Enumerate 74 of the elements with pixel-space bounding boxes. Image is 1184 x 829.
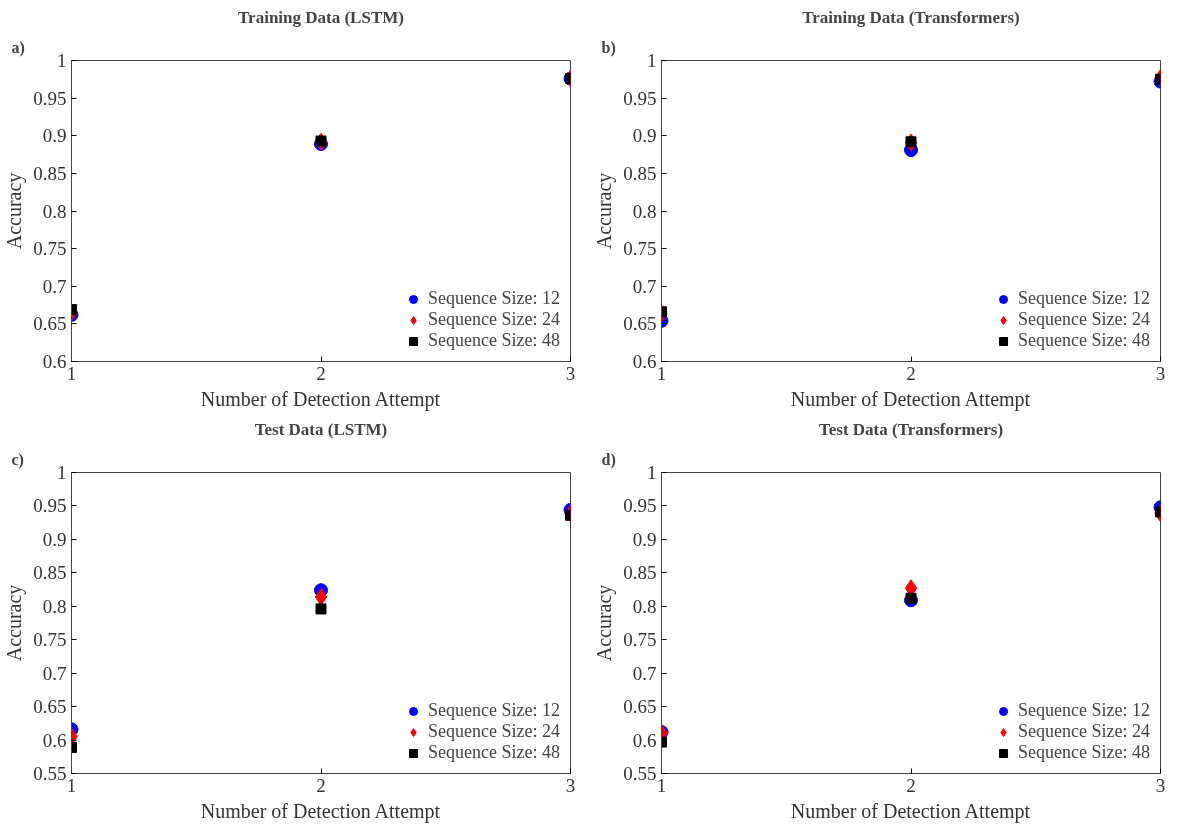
legend-label: Sequence Size: 12 [1018,288,1150,309]
y-tick-label: 0.75 [33,629,67,651]
y-tick-label: 0.7 [632,662,657,684]
y-tick-label: 0.95 [623,495,657,517]
y-tick-label: 0.8 [632,595,657,617]
y-axis-title: Accuracy [593,172,617,250]
legend-label: Sequence Size: 12 [1018,700,1150,721]
y-tick-label: 0.85 [623,162,657,184]
legend-label: Sequence Size: 48 [1018,742,1150,763]
chart-title: Test Data (Transformers) [818,419,1004,439]
x-tick-label: 2 [316,362,326,384]
y-tick-label: 1 [57,462,67,483]
chart-title: Training Data (Transformers) [802,7,1020,27]
y-tick-label: 0.55 [623,763,657,784]
legend-label: Sequence Size: 12 [428,700,560,721]
text: b) [601,38,616,57]
y-tick-label: 0.8 [42,200,67,222]
legend-label: Sequence Size: 48 [428,330,560,351]
y-tick-label: 0.55 [33,763,67,784]
y-tick-label: 1 [647,50,657,71]
x-axis-title: Number of Detection Attempt [790,387,1031,411]
legend-label: Sequence Size: 24 [428,309,560,330]
y-tick-label: 0.75 [33,238,67,260]
y-tick-label: 0.65 [33,696,67,718]
x-axis-title: Number of Detection Attempt [200,387,441,411]
x-tick-label: 3 [1155,774,1166,796]
x-tick-label: 2 [906,362,916,384]
y-axis-title: Accuracy [3,172,27,250]
y-tick-label: 0.95 [623,87,657,109]
legend-label: Sequence Size: 24 [1018,309,1150,330]
y-tick-label: 0.85 [33,562,67,584]
y-tick-label: 0.7 [42,275,67,297]
x-tick-label: 2 [906,774,916,796]
y-tick-label: 0.95 [33,87,67,109]
y-tick-label: 0.65 [623,696,657,718]
legend-label: Sequence Size: 12 [428,288,560,309]
legend-label: Sequence Size: 24 [1018,721,1150,742]
y-tick-label: 0.65 [33,313,67,335]
chart-title: Test Data (LSTM) [254,419,388,439]
y-tick-label: 1 [57,50,67,71]
y-tick-label: 0.75 [623,238,657,260]
x-tick-label: 3 [565,774,576,796]
y-tick-label: 0.95 [33,495,67,517]
y-tick-label: 0.6 [632,729,657,751]
y-tick-label: 0.6 [632,351,657,372]
y-tick-label: 1 [647,462,657,483]
text: a) [11,38,25,57]
x-tick-label: 2 [316,774,326,796]
y-tick-label: 0.8 [42,595,67,617]
y-tick-label: 0.6 [42,351,67,372]
y-tick-label: 0.9 [42,125,67,147]
chart-title: Training Data (LSTM) [238,7,404,27]
y-tick-label: 0.85 [623,562,657,584]
y-tick-label: 0.7 [42,662,67,684]
y-tick-label: 0.7 [632,275,657,297]
y-axis-title: Accuracy [593,584,617,662]
y-tick-label: 0.6 [42,729,67,751]
y-tick-label: 0.85 [33,162,67,184]
x-tick-label: 3 [565,362,576,384]
y-axis-title: Accuracy [3,584,27,662]
x-tick-label: 3 [1155,362,1166,384]
text: c) [11,450,24,469]
x-axis-title: Number of Detection Attempt [790,799,1031,823]
y-tick-label: 0.9 [632,528,657,550]
legend-label: Sequence Size: 48 [428,742,560,763]
text: d) [601,450,616,469]
x-axis-title: Number of Detection Attempt [200,799,441,823]
y-tick-label: 0.65 [623,313,657,335]
y-tick-label: 0.8 [632,200,657,222]
y-tick-label: 0.9 [632,125,657,147]
legend-label: Sequence Size: 48 [1018,330,1150,351]
legend-label: Sequence Size: 24 [428,721,560,742]
y-tick-label: 0.75 [623,629,657,651]
y-tick-label: 0.9 [42,528,67,550]
